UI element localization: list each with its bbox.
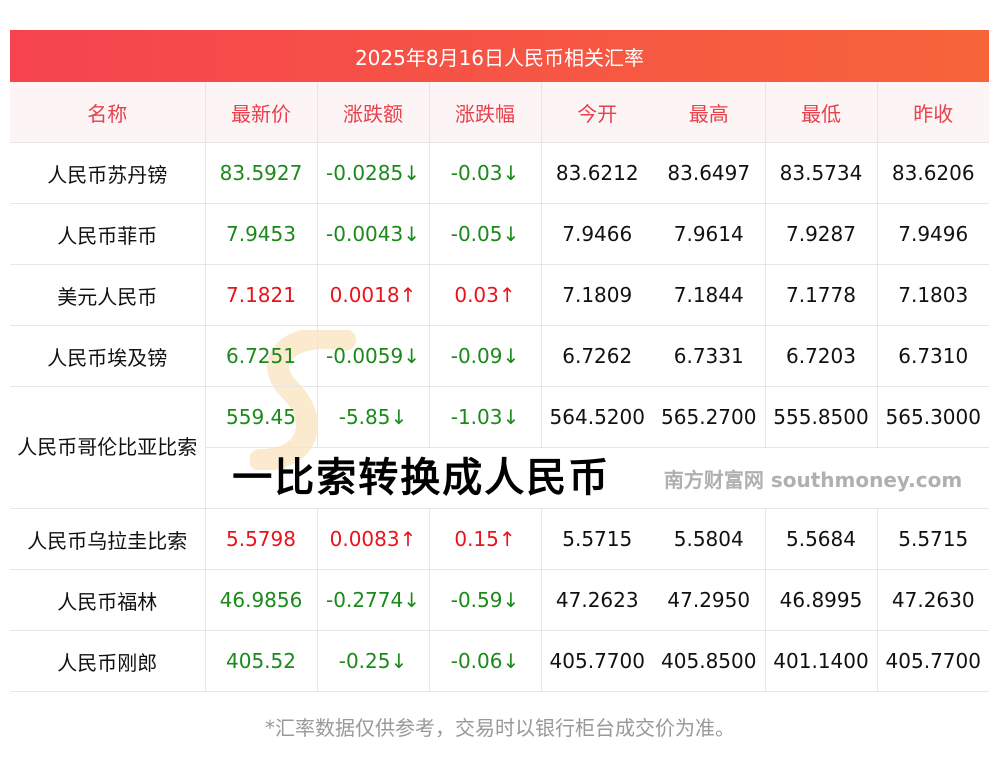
cell-pct: -0.05↓ bbox=[429, 203, 542, 265]
cell-latest: 7.9453 bbox=[205, 203, 318, 265]
cell-high: 405.8500 bbox=[653, 630, 766, 692]
cell-latest: 5.5798 bbox=[205, 508, 318, 570]
cell-change: 0.0018↑ bbox=[317, 264, 430, 326]
table-row: 人民币刚郎 405.52 -0.25↓ -0.06↓ 405.7700 405.8500 4… bbox=[10, 630, 989, 692]
cell-pct: -0.59↓ bbox=[429, 569, 542, 631]
cell-open: 5.5715 bbox=[541, 508, 653, 570]
disclaimer-footer: *汇率数据仅供参考，交易时以银行柜台成交价为准。 bbox=[265, 716, 735, 740]
cell-pct: -0.03↓ bbox=[429, 142, 542, 204]
cell-prev: 7.9496 bbox=[877, 203, 989, 265]
column-header: 最低 bbox=[765, 82, 878, 143]
cell-latest: 7.1821 bbox=[205, 264, 318, 326]
cell-change: -0.0043↓ bbox=[317, 203, 430, 265]
cell-open: 564.5200 bbox=[541, 386, 653, 448]
column-header: 今开 bbox=[541, 82, 653, 143]
column-header: 名称 bbox=[10, 82, 206, 143]
cell-pct: 0.15↑ bbox=[429, 508, 542, 570]
cell-latest: 405.52 bbox=[205, 630, 318, 692]
cell-change: -0.2774↓ bbox=[317, 569, 430, 631]
cell-name: 人民币刚郎 bbox=[10, 630, 206, 692]
cell-name: 人民币福林 bbox=[10, 569, 206, 631]
cell-pct: 0.03↑ bbox=[429, 264, 542, 326]
column-header: 昨收 bbox=[877, 82, 989, 143]
cell-prev: 565.3000 bbox=[877, 386, 989, 448]
cell-high: 6.7331 bbox=[653, 325, 766, 387]
cell-low: 7.1778 bbox=[765, 264, 878, 326]
table-title: 2025年8月16日人民币相关汇率 bbox=[354, 45, 645, 70]
table-row: 人民币菲币 7.9453 -0.0043↓ -0.05↓ 7.9466 7.9614 7.9… bbox=[10, 203, 989, 265]
cell-pct: -1.03↓ bbox=[429, 386, 542, 448]
table-title-banner: 2025年8月16日人民币相关汇率 bbox=[10, 30, 989, 82]
cell-latest: 46.9856 bbox=[205, 569, 318, 631]
column-header: 最高 bbox=[653, 82, 766, 143]
cell-open: 405.7700 bbox=[541, 630, 653, 692]
cell-name: 人民币菲币 bbox=[10, 203, 206, 265]
table-row: 人民币乌拉圭比索 5.5798 0.0083↑ 0.15↑ 5.5715 5.5804 5.… bbox=[10, 508, 989, 570]
cell-open: 47.2623 bbox=[541, 569, 653, 631]
exchange-rate-table: 名称 最新价 涨跌额 涨跌幅 今开 最高 最低 昨收 人民币苏丹镑 83.5927 -0.0285… bbox=[10, 82, 989, 692]
cell-latest: 83.5927 bbox=[205, 142, 318, 204]
cell-high: 47.2950 bbox=[653, 569, 766, 631]
cell-low: 6.7203 bbox=[765, 325, 878, 387]
cell-change: -0.0285↓ bbox=[317, 142, 430, 204]
table-header-row: 名称 最新价 涨跌额 涨跌幅 今开 最高 最低 昨收 bbox=[10, 82, 989, 143]
overlay-title: 一比索转换成人民币 bbox=[232, 455, 611, 501]
cell-name: 人民币埃及镑 bbox=[10, 325, 206, 387]
cell-open: 83.6212 bbox=[541, 142, 653, 204]
table-row: 美元人民币 7.1821 0.0018↑ 0.03↑ 7.1809 7.1844 7.177… bbox=[10, 264, 989, 326]
cell-pct: -0.06↓ bbox=[429, 630, 542, 692]
cell-prev: 47.2630 bbox=[877, 569, 989, 631]
watermark-text: 南方财富网 southmoney.com bbox=[663, 467, 963, 492]
cell-prev: 405.7700 bbox=[877, 630, 989, 692]
cell-latest: 6.7251 bbox=[205, 325, 318, 387]
cell-name: 美元人民币 bbox=[10, 264, 206, 326]
cell-low: 5.5684 bbox=[765, 508, 878, 570]
cell-prev: 5.5715 bbox=[877, 508, 989, 570]
cell-high: 7.9614 bbox=[653, 203, 766, 265]
table-row: 人民币福林 46.9856 -0.2774↓ -0.59↓ 47.2623 47.2950… bbox=[10, 569, 989, 631]
cell-latest: 559.45 bbox=[205, 386, 318, 448]
cell-low: 7.9287 bbox=[765, 203, 878, 265]
cell-name: 人民币乌拉圭比索 bbox=[10, 508, 206, 570]
cell-prev: 83.6206 bbox=[877, 142, 989, 204]
cell-open: 7.9466 bbox=[541, 203, 653, 265]
cell-prev: 7.1803 bbox=[877, 264, 989, 326]
cell-prev: 6.7310 bbox=[877, 325, 989, 387]
overlay-area: 一比索转换成人民币 南方财富网 southmoney.com bbox=[206, 448, 990, 508]
table-row: 人民币哥伦比亚比索 559.45 -5.85↓ -1.03↓ 564.5200 565.2… bbox=[10, 386, 989, 509]
column-header: 涨跌额 bbox=[317, 82, 430, 143]
column-header: 最新价 bbox=[205, 82, 318, 143]
cell-high: 5.5804 bbox=[653, 508, 766, 570]
cell-change: -0.25↓ bbox=[317, 630, 430, 692]
cell-change: -0.0059↓ bbox=[317, 325, 430, 387]
cell-open: 7.1809 bbox=[541, 264, 653, 326]
column-header: 涨跌幅 bbox=[429, 82, 542, 143]
cell-low: 401.1400 bbox=[765, 630, 878, 692]
table-row: 人民币苏丹镑 83.5927 -0.0285↓ -0.03↓ 83.6212 83.649… bbox=[10, 142, 989, 204]
cell-low: 46.8995 bbox=[765, 569, 878, 631]
cell-change: -5.85↓ bbox=[317, 386, 430, 448]
cell-high: 83.6497 bbox=[653, 142, 766, 204]
table-row: 人民币埃及镑 6.7251 -0.0059↓ -0.09↓ 6.7262 6.7331 6.… bbox=[10, 325, 989, 387]
cell-pct: -0.09↓ bbox=[429, 325, 542, 387]
table-row-continuation: 一比索转换成人民币 南方财富网 southmoney.com bbox=[10, 447, 990, 509]
cell-high: 565.2700 bbox=[653, 386, 766, 448]
cell-open: 6.7262 bbox=[541, 325, 653, 387]
cell-low: 555.8500 bbox=[765, 386, 878, 448]
empty-cell: 一比索转换成人民币 南方财富网 southmoney.com bbox=[205, 447, 990, 509]
cell-name: 人民币哥伦比亚比索 bbox=[10, 386, 206, 509]
cell-high: 7.1844 bbox=[653, 264, 766, 326]
cell-change: 0.0083↑ bbox=[317, 508, 430, 570]
cell-name: 人民币苏丹镑 bbox=[10, 142, 206, 204]
cell-low: 83.5734 bbox=[765, 142, 878, 204]
